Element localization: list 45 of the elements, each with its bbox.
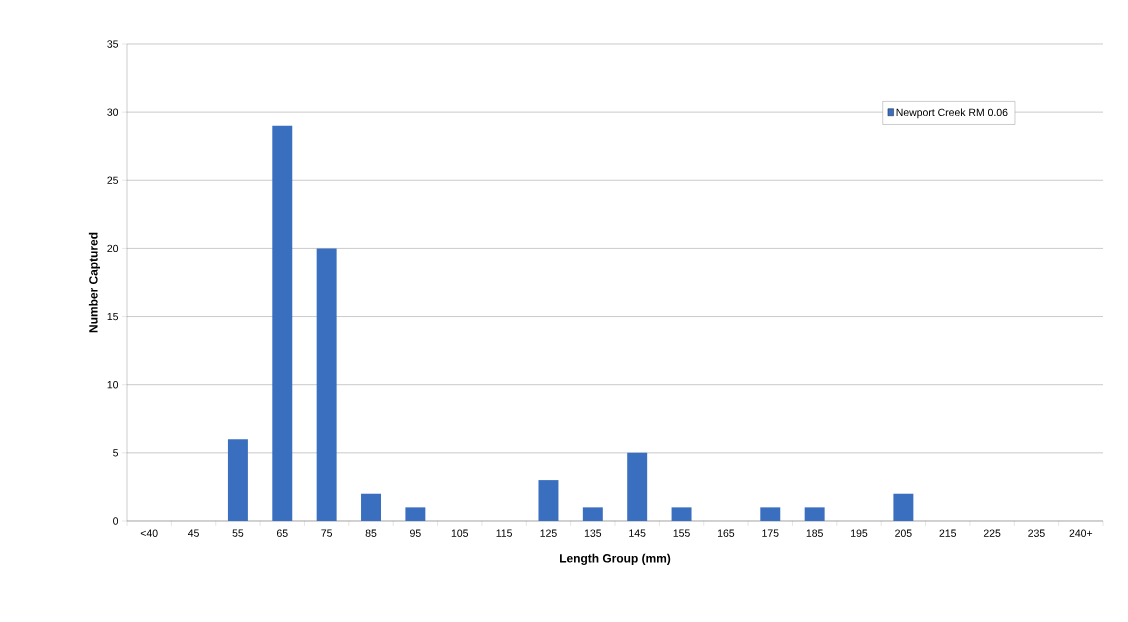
bar bbox=[893, 493, 914, 521]
bar bbox=[227, 439, 248, 521]
legend-label: Newport Creek RM 0.06 bbox=[896, 108, 1008, 119]
x-tick-label: 45 bbox=[187, 529, 199, 537]
x-tick-label: <40 bbox=[140, 529, 158, 537]
y-tick-label: 15 bbox=[107, 312, 119, 321]
y-tick-label: 5 bbox=[113, 449, 119, 457]
x-tick-label: 55 bbox=[232, 529, 244, 537]
x-tick-label: 185 bbox=[806, 529, 823, 537]
x-tick-label: 205 bbox=[895, 529, 912, 537]
x-tick-label: 115 bbox=[496, 529, 512, 537]
y-tick-label: 20 bbox=[107, 244, 119, 253]
bar bbox=[316, 248, 337, 521]
y-tick-label: 35 bbox=[107, 40, 119, 48]
x-tick-label: 240+ bbox=[1069, 529, 1093, 537]
x-tick-label: 95 bbox=[410, 529, 421, 537]
y-tick-label: 30 bbox=[107, 108, 119, 116]
bar bbox=[804, 507, 825, 521]
bar bbox=[671, 507, 692, 521]
bar bbox=[272, 125, 293, 521]
bar bbox=[405, 507, 426, 521]
x-tick-label: 225 bbox=[983, 529, 1001, 537]
x-tick-label: 195 bbox=[851, 529, 868, 537]
y-tick-label: 25 bbox=[107, 176, 119, 184]
bar bbox=[361, 493, 381, 521]
x-tick-label: 165 bbox=[717, 529, 735, 537]
y-axis-title: Number Captured bbox=[88, 232, 101, 333]
y-tick-label: 0 bbox=[113, 517, 119, 525]
x-tick-label: 155 bbox=[673, 529, 690, 537]
x-tick-label: 235 bbox=[1028, 529, 1045, 537]
x-tick-label: 135 bbox=[584, 529, 602, 537]
x-axis-title: Length Group (mm) bbox=[560, 553, 671, 565]
x-tick-label: 75 bbox=[321, 529, 333, 537]
x-tick-label: 65 bbox=[277, 529, 288, 537]
x-tick-label: 215 bbox=[939, 529, 957, 537]
y-tick-label: 10 bbox=[107, 381, 119, 389]
x-tick-label: 175 bbox=[762, 529, 779, 537]
x-tick-label: 85 bbox=[365, 529, 377, 537]
x-tick-label: 145 bbox=[629, 529, 646, 537]
x-tick-label: 125 bbox=[540, 529, 557, 537]
bar bbox=[538, 480, 559, 521]
bar bbox=[627, 452, 648, 521]
x-tick-label: 105 bbox=[451, 529, 469, 537]
bar bbox=[760, 507, 781, 521]
bar bbox=[582, 507, 603, 521]
